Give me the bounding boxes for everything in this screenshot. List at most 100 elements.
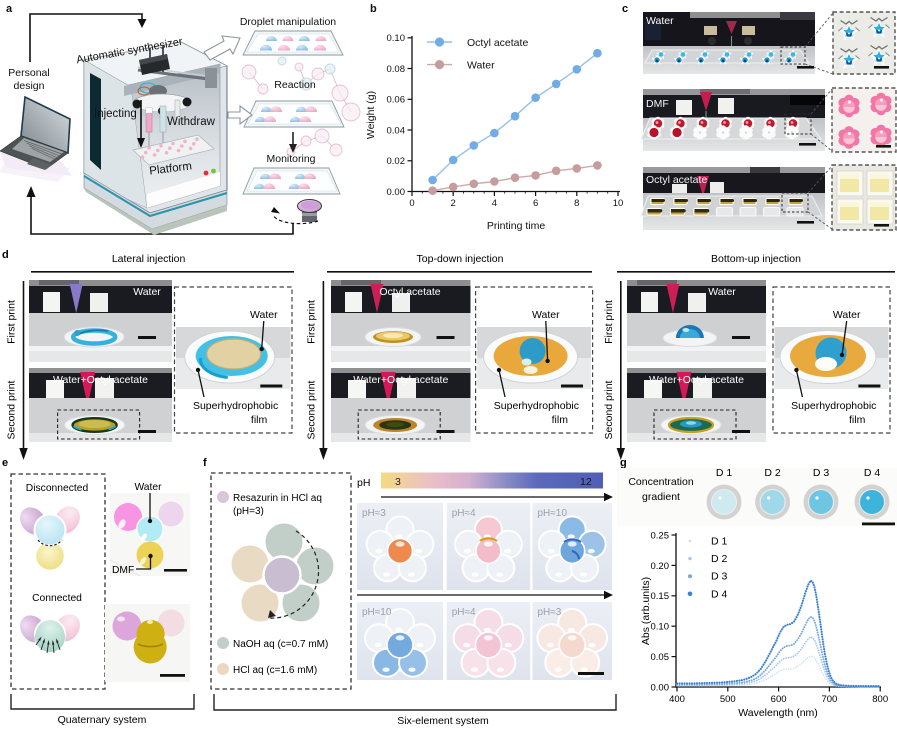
svg-text:First print: First print <box>305 300 317 344</box>
svg-text:0.15: 0.15 <box>651 591 670 602</box>
svg-text:e: e <box>2 457 8 469</box>
svg-text:600: 600 <box>771 694 787 705</box>
svg-text:First print: First print <box>6 300 18 344</box>
svg-text:Lateral injection: Lateral injection <box>112 253 186 265</box>
svg-text:Bottom-up injection: Bottom-up injection <box>711 253 801 265</box>
svg-text:NaOH aq (c=0.7 mM): NaOH aq (c=0.7 mM) <box>233 639 328 650</box>
svg-text:D 2: D 2 <box>764 467 781 479</box>
svg-text:film: film <box>251 414 268 426</box>
svg-text:0.20: 0.20 <box>651 561 670 572</box>
svg-text:Superhydrophobic: Superhydrophobic <box>193 400 278 412</box>
svg-text:gradient: gradient <box>642 491 680 503</box>
svg-text:First print: First print <box>603 300 615 344</box>
svg-text:0.04: 0.04 <box>387 125 406 136</box>
svg-text:Connected: Connected <box>32 593 82 604</box>
svg-text:d: d <box>2 249 9 261</box>
svg-text:Abs (arb.units): Abs (arb.units) <box>640 577 652 645</box>
svg-text:D 4: D 4 <box>864 467 881 479</box>
svg-text:(pH=3): (pH=3) <box>233 506 264 517</box>
svg-text:8: 8 <box>574 198 579 209</box>
svg-text:b: b <box>370 3 377 15</box>
svg-text:DMF: DMF <box>112 565 134 576</box>
svg-text:Injecting: Injecting <box>94 108 137 120</box>
svg-text:12: 12 <box>580 476 592 488</box>
svg-text:Droplet manipulation: Droplet manipulation <box>240 16 336 28</box>
svg-text:Concentration: Concentration <box>628 476 694 488</box>
svg-text:Water: Water <box>646 15 674 27</box>
svg-text:c: c <box>622 3 628 15</box>
svg-text:Water: Water <box>532 309 560 321</box>
svg-text:800: 800 <box>872 694 888 705</box>
svg-text:0: 0 <box>409 198 414 209</box>
svg-text:400: 400 <box>669 694 685 705</box>
svg-text:0.08: 0.08 <box>387 64 406 75</box>
svg-text:D 3: D 3 <box>711 571 728 583</box>
svg-text:D 1: D 1 <box>716 467 733 479</box>
svg-text:3: 3 <box>395 476 401 488</box>
svg-text:a: a <box>6 3 13 15</box>
svg-text:Water+Octyl acetate: Water+Octyl acetate <box>353 374 448 386</box>
svg-text:g: g <box>620 457 627 469</box>
svg-text:0.02: 0.02 <box>387 156 406 167</box>
svg-text:pH: pH <box>357 477 370 489</box>
svg-text:Six-element system: Six-element system <box>397 715 489 727</box>
svg-text:Second print: Second print <box>603 380 615 439</box>
svg-text:design: design <box>14 80 45 92</box>
svg-text:Disconnected: Disconnected <box>26 483 89 494</box>
svg-text:Octyl acetate: Octyl acetate <box>379 286 440 298</box>
svg-text:pH≈3: pH≈3 <box>362 508 386 519</box>
svg-text:D 4: D 4 <box>711 588 728 600</box>
svg-text:film: film <box>552 414 569 426</box>
svg-text:Monitoring: Monitoring <box>266 153 315 165</box>
svg-text:HCl aq (c=1.6 mM): HCl aq (c=1.6 mM) <box>233 665 317 676</box>
svg-text:0.00: 0.00 <box>651 682 670 693</box>
svg-text:Water: Water <box>134 482 162 493</box>
svg-text:Top-down injection: Top-down injection <box>417 253 504 265</box>
svg-text:Water: Water <box>250 309 278 321</box>
svg-text:Water: Water <box>133 286 161 298</box>
svg-text:pH≈10: pH≈10 <box>362 607 392 618</box>
svg-text:D 1: D 1 <box>711 536 728 548</box>
svg-text:Second print: Second print <box>305 380 317 439</box>
svg-text:Platform: Platform <box>149 160 193 177</box>
svg-text:Personal: Personal <box>8 67 49 79</box>
svg-text:4: 4 <box>492 198 497 209</box>
svg-text:D 3: D 3 <box>813 467 830 479</box>
svg-text:Withdraw: Withdraw <box>167 116 216 128</box>
svg-text:Water: Water <box>467 60 495 72</box>
svg-text:6: 6 <box>533 198 538 209</box>
svg-text:Superhydrophobic: Superhydrophobic <box>791 400 876 412</box>
svg-text:0.06: 0.06 <box>387 95 406 106</box>
svg-text:Printing time: Printing time <box>487 220 546 232</box>
svg-text:10: 10 <box>613 198 624 209</box>
svg-text:0.25: 0.25 <box>651 530 670 541</box>
svg-text:D 2: D 2 <box>711 553 728 565</box>
svg-text:0.10: 0.10 <box>387 33 406 44</box>
svg-text:Quaternary system: Quaternary system <box>58 714 147 726</box>
svg-text:2: 2 <box>451 198 456 209</box>
svg-text:Superhydrophobic: Superhydrophobic <box>494 400 579 412</box>
svg-text:film: film <box>849 414 866 426</box>
svg-text:f: f <box>203 457 207 469</box>
svg-text:Second print: Second print <box>6 380 18 439</box>
svg-text:500: 500 <box>720 694 736 705</box>
svg-text:0.05: 0.05 <box>651 652 670 663</box>
svg-text:pH≈4: pH≈4 <box>452 607 476 618</box>
svg-text:Wavelength (nm): Wavelength (nm) <box>738 707 818 719</box>
svg-text:700: 700 <box>821 694 837 705</box>
svg-text:Resazurin in HCl aq: Resazurin in HCl aq <box>233 493 322 504</box>
svg-text:pH≈10: pH≈10 <box>538 508 568 519</box>
svg-text:Water: Water <box>708 286 736 298</box>
svg-text:0.10: 0.10 <box>651 622 670 633</box>
svg-text:DMF: DMF <box>646 98 669 110</box>
svg-text:Octyl acetate: Octyl acetate <box>467 37 528 49</box>
svg-text:0.00: 0.00 <box>387 187 406 198</box>
svg-text:Water+Octyl acetate: Water+Octyl acetate <box>649 374 744 386</box>
svg-text:pH≈4: pH≈4 <box>452 508 476 519</box>
svg-text:Water: Water <box>833 309 861 321</box>
svg-text:Water+Octyl acetate: Water+Octyl acetate <box>53 374 148 386</box>
svg-text:Octyl acetate: Octyl acetate <box>646 174 707 186</box>
svg-text:Weight (g): Weight (g) <box>365 91 377 139</box>
svg-text:pH≈3: pH≈3 <box>538 607 562 618</box>
svg-text:Reaction: Reaction <box>274 79 316 91</box>
